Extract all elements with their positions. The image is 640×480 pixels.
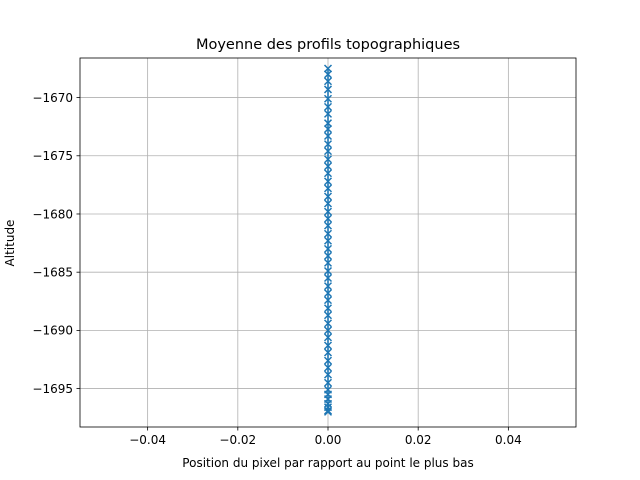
y-tick-label: −1675 — [32, 149, 73, 163]
data-point-marker — [323, 348, 333, 357]
data-point-marker — [323, 229, 333, 238]
data-point-marker — [323, 326, 333, 335]
data-point-marker — [323, 162, 333, 171]
data-point-marker — [323, 266, 333, 276]
x-tick-label: −0.04 — [129, 433, 166, 447]
data-point-marker — [323, 85, 333, 94]
data-point-marker — [323, 199, 333, 208]
data-point-marker — [323, 169, 333, 178]
x-axis-label: Position du pixel par rapport au point l… — [182, 456, 473, 470]
data-point-marker — [323, 258, 333, 267]
data-point-marker — [323, 140, 333, 149]
data-point-marker — [323, 296, 333, 305]
y-ticks: −1670 −1675 −1680 −1685 −1690 −1695 — [32, 91, 80, 396]
data-point-marker — [323, 192, 333, 201]
data-point-marker — [323, 214, 333, 223]
y-tick-label: −1680 — [32, 207, 73, 221]
data-point-marker — [323, 124, 333, 134]
data-point-marker — [323, 311, 333, 320]
data-point-marker — [323, 119, 333, 128]
data-point-marker — [323, 184, 333, 193]
data-point-marker — [323, 319, 333, 328]
data-point-marker — [323, 94, 333, 103]
data-point-marker — [323, 356, 333, 365]
data-point-marker — [323, 341, 333, 350]
data-point-marker — [323, 236, 333, 245]
x-ticks: −0.04 −0.02 0.00 0.02 0.04 — [129, 427, 522, 447]
y-tick-label: −1695 — [32, 382, 73, 396]
data-point-marker — [323, 282, 333, 291]
data-point-marker — [323, 102, 333, 111]
data-point-marker — [323, 273, 333, 283]
data-point-marker — [323, 304, 333, 313]
data-point-marker — [323, 177, 333, 186]
data-point-marker — [323, 147, 333, 156]
y-tick-label: −1685 — [32, 265, 73, 279]
y-tick-label: −1670 — [32, 91, 73, 105]
data-point-marker — [323, 77, 333, 86]
data-point-marker — [323, 207, 333, 216]
data-point-marker — [323, 64, 333, 73]
data-point-marker — [323, 109, 333, 118]
data-point-marker — [323, 378, 333, 387]
data-point-marker — [323, 399, 333, 408]
data-point-marker — [323, 289, 333, 298]
x-tick-label: 0.00 — [315, 433, 342, 447]
data-point-marker — [323, 370, 333, 379]
x-tick-label: 0.04 — [495, 433, 522, 447]
y-axis-label: Altitude — [3, 220, 17, 267]
data-point-marker — [323, 244, 333, 253]
data-point-marker — [323, 406, 333, 415]
data-point-marker — [323, 155, 333, 164]
chart-title: Moyenne des profils topographiques — [196, 37, 460, 53]
y-tick-label: −1690 — [32, 324, 73, 338]
data-point-marker — [323, 70, 333, 79]
data-point-marker — [323, 363, 333, 372]
x-tick-label: 0.02 — [405, 433, 432, 447]
series-layer — [323, 64, 333, 416]
data-point-marker — [323, 251, 333, 260]
data-point-marker — [323, 131, 333, 141]
data-point-marker — [323, 333, 333, 342]
data-point-marker — [323, 407, 333, 416]
data-point-marker — [323, 221, 333, 230]
x-tick-label: −0.02 — [219, 433, 256, 447]
